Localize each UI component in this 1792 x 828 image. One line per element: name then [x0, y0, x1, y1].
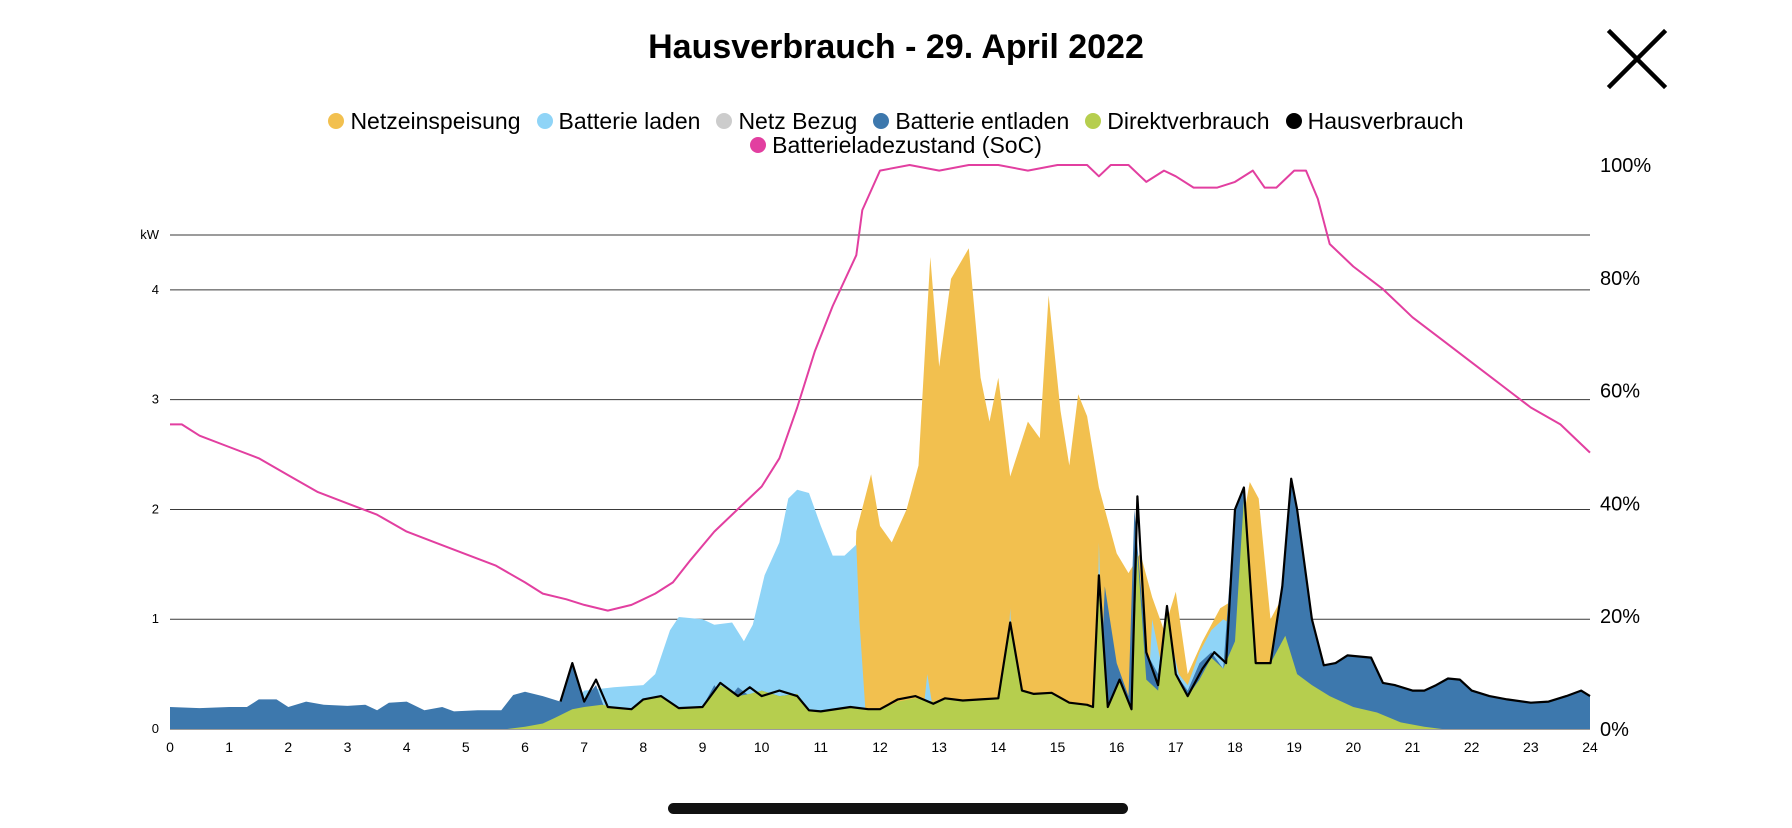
x-tick-label: 19 — [1286, 739, 1302, 755]
x-tick-label: 6 — [521, 739, 529, 755]
x-tick-label: 1 — [225, 739, 233, 755]
series-line-batterieladezustand-soc — [170, 164, 1591, 612]
x-tick-label: 23 — [1523, 739, 1539, 755]
legend-marker — [873, 113, 890, 129]
x-tick-label: 5 — [462, 739, 470, 755]
x-tick-label: 13 — [931, 739, 947, 755]
y2-tick-label: 60% — [1600, 381, 1640, 403]
legend-marker — [1285, 113, 1302, 129]
series-area-batterie-laden — [554, 489, 1253, 729]
series-area-netzeinspeisung — [850, 248, 1301, 729]
series-areas — [170, 248, 1590, 729]
x-tick-label: 18 — [1227, 739, 1243, 755]
legend-label: Netzeinspeisung — [350, 108, 521, 134]
series-line-hausverbrauch — [559, 477, 1591, 713]
x-tick-label: 22 — [1464, 739, 1480, 755]
legend-item-netz-bezug[interactable]: Netz Bezug — [716, 108, 857, 134]
legend-label: Hausverbrauch — [1307, 108, 1464, 134]
legend-label: Batterieladezustand (SoC) — [772, 132, 1042, 158]
x-tick-label: 2 — [284, 739, 292, 755]
legend-item-hausverbrauch[interactable]: Hausverbrauch — [1285, 108, 1464, 134]
home-indicator[interactable] — [668, 803, 1128, 814]
legend-marker — [750, 137, 767, 153]
x-tick-label: 24 — [1582, 739, 1598, 755]
legend-item-batterieladezustand[interactable]: Batterieladezustand (SoC) — [750, 132, 1042, 158]
close-icon[interactable] — [1606, 28, 1668, 90]
chart-title: Hausverbrauch - 29. April 2022 — [648, 28, 1144, 66]
y-tick-label: 0 — [152, 721, 159, 736]
x-tick-label: 14 — [991, 739, 1007, 755]
legend-item-direktverbrauch[interactable]: Direktverbrauch — [1085, 108, 1270, 134]
legend-row-2: Batterieladezustand (SoC) — [0, 132, 1792, 158]
series-area-direktverbrauch — [507, 498, 1443, 729]
legend-row-1: Netzeinspeisung Batterie laden Netz Bezu… — [0, 108, 1792, 134]
legend-marker — [536, 113, 553, 129]
y-tick-label: 2 — [152, 501, 159, 516]
legend-label: Netz Bezug — [738, 108, 858, 134]
y-tick-label: 1 — [152, 611, 159, 626]
x-tick-label: 7 — [580, 739, 588, 755]
y-tick-label: 3 — [152, 392, 159, 407]
x-tick-label: 10 — [754, 739, 770, 755]
x-tick-label: 8 — [639, 739, 647, 755]
legend-label: Direktverbrauch — [1107, 108, 1270, 134]
legend-marker — [328, 113, 345, 129]
y2-tick-label: 80% — [1600, 268, 1640, 290]
y2-tick-label: 40% — [1600, 493, 1640, 515]
x-tick-label: 20 — [1346, 739, 1362, 755]
legend-marker — [716, 113, 733, 129]
x-tick-label: 3 — [344, 739, 352, 755]
x-tick-label: 21 — [1405, 739, 1421, 755]
x-tick-label: 9 — [699, 739, 707, 755]
x-tick-label: 11 — [814, 739, 829, 755]
x-tick-label: 0 — [166, 739, 174, 755]
legend-label: Batterie entladen — [895, 108, 1070, 134]
x-tick-label: 4 — [403, 739, 411, 755]
y2-tick-label: 0% — [1600, 719, 1629, 741]
series-lines — [170, 164, 1591, 713]
legend-marker — [1085, 113, 1102, 129]
x-tick-label: 16 — [1109, 739, 1125, 755]
x-tick-label: 15 — [1050, 739, 1066, 755]
x-tick-label: 17 — [1168, 739, 1184, 755]
y-tick-label: kW — [140, 227, 160, 242]
y-tick-label: 4 — [152, 282, 159, 297]
legend-item-netzeinspeisung[interactable]: Netzeinspeisung — [328, 108, 521, 134]
legend-label: Batterie laden — [558, 108, 701, 134]
x-tick-label: 12 — [872, 739, 888, 755]
legend-item-batterie-laden[interactable]: Batterie laden — [536, 108, 701, 134]
y2-tick-label: 100% — [1600, 155, 1651, 177]
y2-tick-label: 20% — [1600, 606, 1640, 628]
legend-item-batterie-entladen[interactable]: Batterie entladen — [873, 108, 1069, 134]
